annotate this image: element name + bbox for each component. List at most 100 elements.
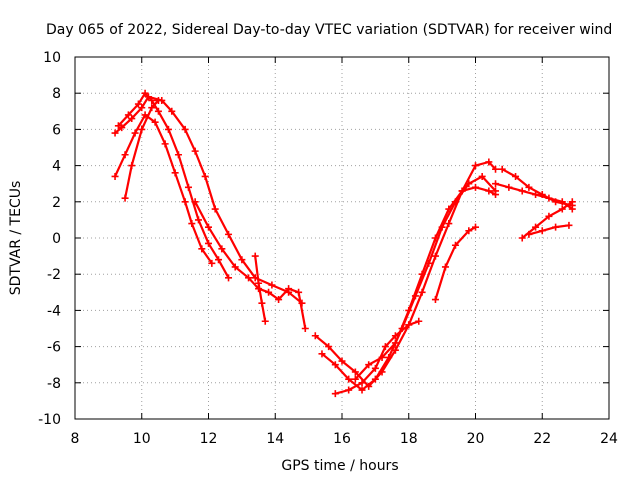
- data-point-marker: [485, 187, 493, 195]
- series-track-f: [251, 252, 269, 325]
- data-point-marker: [472, 183, 479, 191]
- data-point-marker: [121, 151, 129, 159]
- data-point-marker: [111, 129, 119, 137]
- data-point-marker: [451, 241, 459, 249]
- y-tick-label: 10: [43, 50, 61, 66]
- series-track-h: [318, 172, 500, 394]
- data-point-marker: [441, 263, 449, 271]
- data-point-marker: [431, 234, 439, 242]
- data-point-marker: [418, 288, 426, 296]
- data-point-marker: [174, 151, 182, 159]
- data-point-marker: [365, 361, 373, 369]
- data-point-marker: [231, 263, 239, 271]
- series-track-e: [191, 198, 309, 332]
- data-point-marker: [194, 216, 202, 224]
- data-point-marker: [538, 227, 546, 235]
- data-point-marker: [154, 96, 162, 104]
- data-point-marker: [568, 205, 576, 213]
- series-track-d: [121, 96, 162, 202]
- data-point-marker: [472, 162, 479, 170]
- data-point-marker: [245, 274, 253, 282]
- data-point-marker: [164, 125, 172, 133]
- data-point-marker: [358, 386, 366, 394]
- y-axis-title: SDTVAR / TECUs: [8, 181, 24, 296]
- data-point-marker: [532, 191, 540, 199]
- data-point-marker: [111, 172, 119, 180]
- data-point-marker: [258, 299, 266, 307]
- data-point-marker: [558, 198, 566, 206]
- data-point-marker: [124, 111, 132, 119]
- data-point-marker: [285, 285, 293, 293]
- data-point-marker: [518, 234, 526, 242]
- series-track-j: [351, 183, 500, 383]
- data-point-marker: [128, 115, 136, 123]
- data-point-marker: [171, 169, 179, 177]
- series-track-b: [111, 93, 306, 307]
- data-point-marker: [378, 353, 386, 361]
- data-point-marker: [134, 100, 142, 108]
- data-point-marker: [492, 180, 500, 188]
- data-point-marker: [208, 259, 216, 267]
- data-point-marker: [238, 256, 246, 264]
- data-point-marker: [465, 227, 473, 235]
- y-tick-label: -2: [47, 267, 61, 283]
- data-point-marker: [351, 368, 359, 376]
- data-point-marker: [465, 180, 473, 188]
- x-tick-label: 20: [467, 431, 485, 447]
- data-point-marker: [268, 281, 276, 289]
- data-point-marker: [545, 212, 553, 220]
- series-track-k: [431, 223, 479, 304]
- data-point-marker: [532, 223, 540, 231]
- data-point-marker: [505, 183, 513, 191]
- data-point-marker: [391, 339, 399, 347]
- data-point-marker: [131, 129, 139, 137]
- series-line: [117, 92, 230, 279]
- data-point-marker: [301, 325, 309, 332]
- x-tick-label: 18: [400, 431, 418, 447]
- data-point-marker: [161, 140, 169, 148]
- data-point-marker: [251, 252, 259, 260]
- x-tick-label: 24: [600, 431, 618, 447]
- x-tick-label: 8: [71, 431, 80, 447]
- chart-title: Day 065 of 2022, Sidereal Day-to-day VTE…: [46, 22, 612, 38]
- data-point-marker: [351, 375, 359, 383]
- data-point-marker: [512, 172, 520, 180]
- x-tick-label: 22: [533, 431, 551, 447]
- data-point-marker: [405, 321, 413, 329]
- y-tick-label: -10: [38, 412, 61, 428]
- data-point-marker: [215, 256, 223, 264]
- data-point-marker: [458, 187, 466, 195]
- data-point-marker: [255, 279, 263, 287]
- data-point-marker: [485, 158, 493, 166]
- data-point-marker: [181, 198, 189, 206]
- data-point-marker: [558, 205, 566, 213]
- y-tick-label: 8: [52, 86, 61, 102]
- data-point-marker: [492, 191, 500, 199]
- data-point-marker: [198, 245, 206, 253]
- data-point-marker: [498, 165, 506, 173]
- data-point-marker: [118, 124, 126, 132]
- data-point-marker: [552, 223, 560, 231]
- data-point-marker: [295, 288, 303, 296]
- data-point-marker: [345, 375, 353, 383]
- grid-lines: [75, 57, 609, 419]
- data-point-marker: [492, 165, 500, 173]
- data-point-marker: [275, 296, 283, 304]
- data-point-marker: [418, 270, 426, 278]
- data-point-marker: [472, 223, 479, 231]
- data-point-marker: [405, 306, 413, 314]
- axis-ticks: [74, 56, 610, 420]
- data-point-marker: [331, 390, 339, 398]
- data-point-marker: [371, 375, 379, 383]
- data-point-marker: [345, 386, 353, 394]
- data-point-marker: [325, 343, 333, 351]
- data-point-marker: [445, 220, 453, 228]
- x-tick-label: 14: [266, 431, 284, 447]
- y-tick-label: -4: [47, 303, 61, 319]
- data-point-marker: [565, 221, 573, 229]
- x-tick-label: 10: [133, 431, 151, 447]
- data-point-marker: [128, 162, 136, 170]
- series-line: [314, 160, 497, 388]
- data-point-marker: [358, 379, 366, 387]
